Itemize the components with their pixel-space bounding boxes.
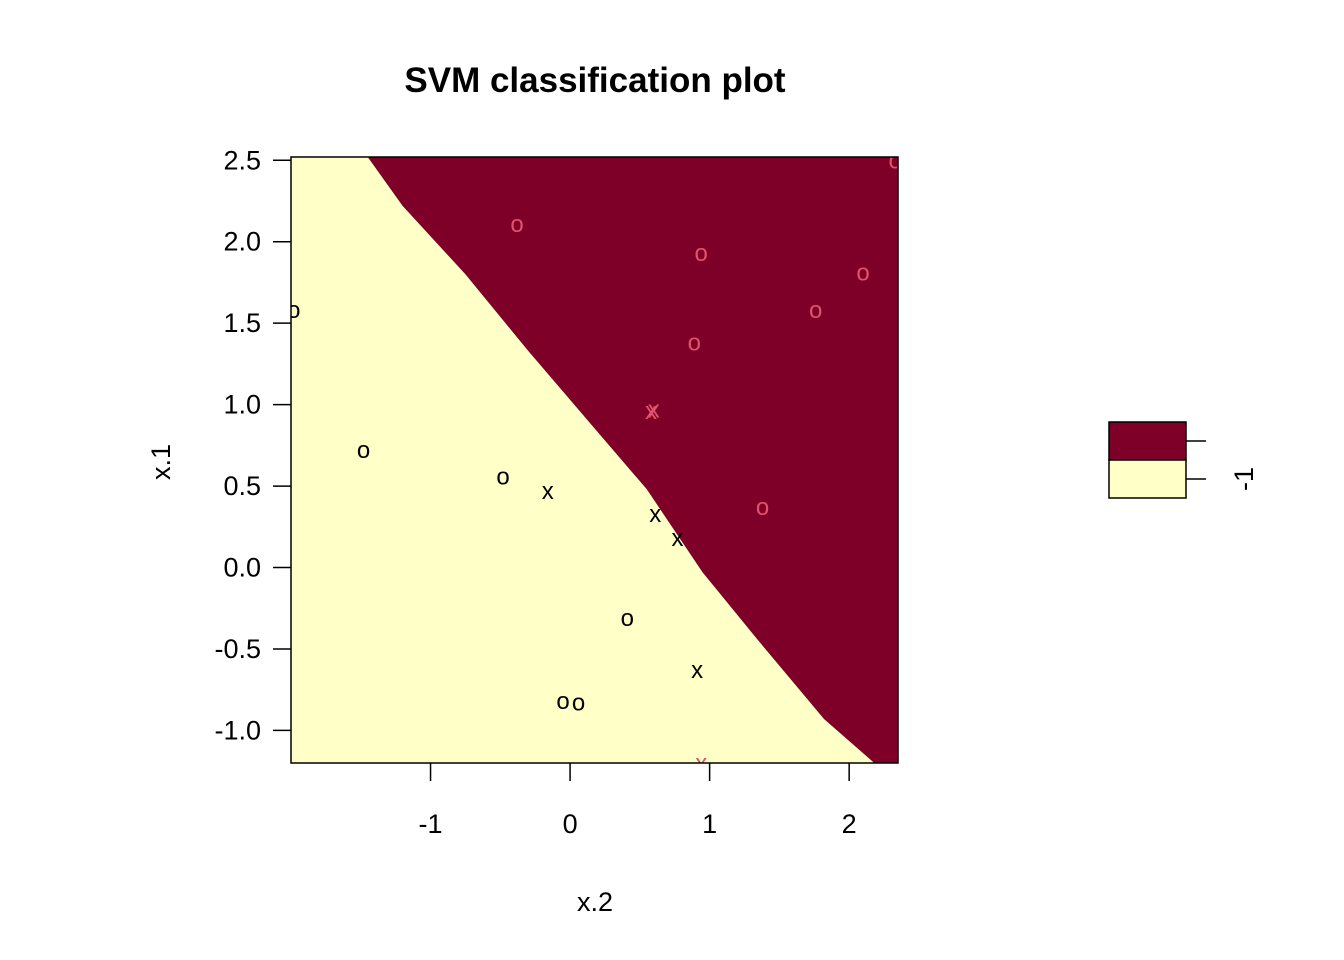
data-point: o bbox=[496, 463, 509, 490]
x-tick-label: 2 bbox=[842, 809, 857, 839]
data-point: o bbox=[357, 437, 370, 464]
legend: -1 bbox=[1108, 421, 1259, 499]
y-tick-label: 2.5 bbox=[223, 145, 261, 175]
y-tick-label: 0.0 bbox=[223, 553, 261, 583]
data-point: x bbox=[649, 501, 661, 528]
data-point: o bbox=[556, 688, 569, 715]
data-point: o bbox=[688, 330, 701, 357]
legend-label: -1 bbox=[1229, 467, 1259, 491]
x-tick-label: 1 bbox=[702, 809, 717, 839]
x-tick-label: -1 bbox=[419, 809, 443, 839]
y-tick-label: 0.5 bbox=[223, 471, 261, 501]
x-axis-label: x.2 bbox=[577, 887, 613, 917]
data-point: x bbox=[648, 397, 660, 424]
y-tick-label: 2.0 bbox=[223, 227, 261, 257]
data-point: x bbox=[695, 750, 707, 777]
data-point: o bbox=[695, 240, 708, 267]
y-tick-label: -0.5 bbox=[214, 634, 261, 664]
plot-frame bbox=[290, 156, 899, 764]
data-point: o bbox=[621, 605, 634, 632]
y-axis: 2.5 2.0 1.5 1.0 0.5 0.0 -0.5 -1.0 bbox=[214, 145, 291, 745]
data-point: o bbox=[856, 260, 869, 287]
y-tick-label: 1.5 bbox=[223, 308, 261, 338]
y-tick-label: 1.0 bbox=[223, 390, 261, 420]
legend-swatch bbox=[1108, 421, 1187, 461]
data-point: o bbox=[510, 211, 523, 238]
data-point: o bbox=[287, 297, 300, 324]
legend-swatch bbox=[1108, 459, 1187, 499]
y-axis-label: x.1 bbox=[146, 444, 176, 480]
x-tick-label: 0 bbox=[563, 809, 578, 839]
data-point: o bbox=[572, 690, 585, 717]
data-point: o bbox=[756, 494, 769, 521]
data-point: x bbox=[691, 657, 703, 684]
data-point: x bbox=[672, 525, 684, 552]
data-point: x bbox=[542, 478, 554, 505]
region-upper bbox=[367, 157, 898, 763]
data-point: x bbox=[645, 398, 657, 425]
y-tick-label: -1.0 bbox=[214, 715, 261, 745]
x-axis: -1 0 1 2 bbox=[419, 763, 857, 839]
data-point: o bbox=[889, 147, 902, 174]
chart-title: SVM classification plot bbox=[404, 61, 786, 100]
data-point: o bbox=[809, 297, 822, 324]
